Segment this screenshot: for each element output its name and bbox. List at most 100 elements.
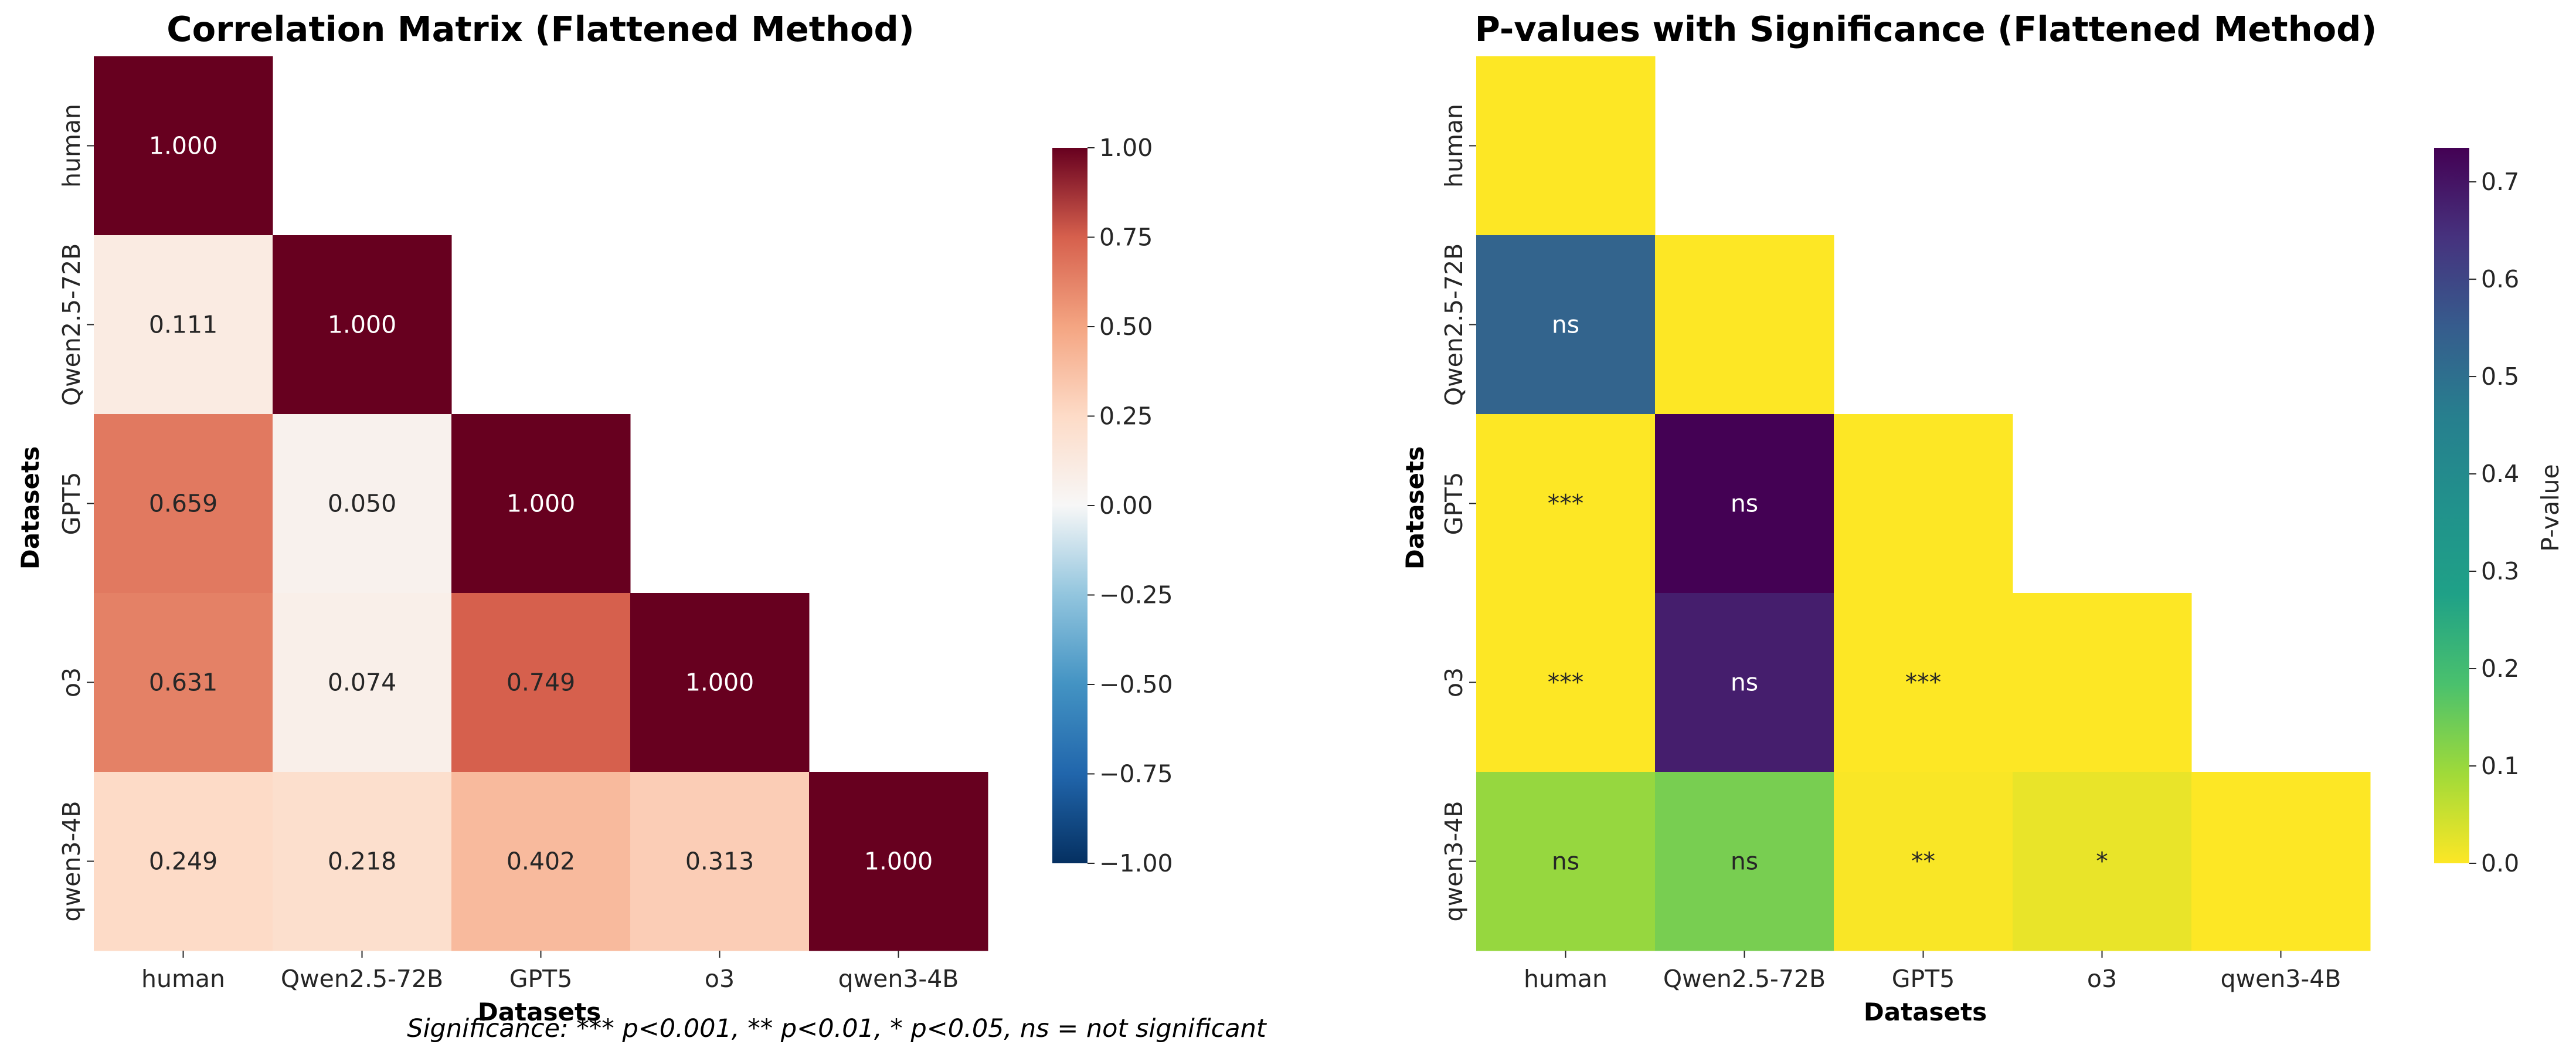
pvalue-cells: ns*** ns*** ns ***ns ns ** *: [1476, 56, 2371, 951]
heatmap-cell: [809, 772, 988, 951]
colorbar-tick-label: 0.6: [2481, 265, 2519, 293]
cell-value-label: 0.249: [149, 847, 218, 876]
cell-value-label: ***: [1548, 669, 1584, 697]
heatmap-cell: [1476, 235, 1656, 415]
cell-value-label: ns: [1552, 311, 1579, 339]
colorbar-tick-label: −0.75: [1099, 760, 1173, 788]
x-tick-label: Qwen2.5-72B: [281, 965, 443, 993]
y-tick-label: human: [57, 104, 86, 188]
cell-value-label: 0.074: [328, 669, 396, 697]
pvalue-x-ticks: human Qwen2.5-72B GPT5 o3 qwen3-4B: [1524, 951, 2341, 993]
colorbar-tick-label: 0.1: [2481, 752, 2519, 780]
colorbar-tick-label: −1.00: [1099, 849, 1173, 877]
heatmap-cell: [1655, 235, 1834, 415]
heatmap-cell: [1834, 414, 2013, 594]
correlation-y-ticks: human Qwen2.5-72B GPT5 o3 qwen3-4B: [57, 104, 94, 921]
colorbar-tick-label: 0.4: [2481, 460, 2519, 488]
x-tick-label: human: [1524, 965, 1608, 993]
heatmap-cell: [94, 593, 273, 772]
heatmap-cell: [94, 235, 273, 415]
colorbar-tick-label: 0.25: [1099, 402, 1153, 430]
pvalue-colorbar-ticks: 0.7 0.6 0.5 0.4 0.3 0.2 0.1 0.0: [2469, 168, 2519, 877]
x-tick-label: GPT5: [1892, 965, 1955, 993]
heatmap-cell: [2013, 772, 2192, 951]
heatmap-cell: [273, 593, 452, 772]
colorbar-tick-label: 0.75: [1099, 223, 1153, 252]
y-tick-label: GPT5: [1440, 472, 1468, 535]
cell-value-label: 1.000: [507, 490, 575, 518]
colorbar-tick-label: −0.50: [1099, 670, 1173, 698]
heatmap-cell: [273, 235, 452, 415]
correlation-y-label: Datasets: [16, 446, 45, 569]
heatmap-cell: [630, 593, 810, 772]
heatmap-cell: [451, 414, 631, 594]
heatmap-cell: [1834, 593, 2013, 772]
cell-value-label: **: [1911, 847, 1935, 876]
heatmap-cell: [273, 414, 452, 594]
heatmap-cell: [1655, 414, 1834, 594]
cell-value-label: ***: [1548, 490, 1584, 518]
correlation-x-label: Datasets: [478, 998, 601, 1026]
x-tick-label: o3: [705, 965, 735, 993]
heatmap-cell: [2013, 593, 2192, 772]
heatmap-cell: [1476, 56, 1656, 236]
heatmap-cell: [94, 414, 273, 594]
heatmap-cell: [451, 772, 631, 951]
pvalue-panel: P-values with Significance (Flattened Me…: [1401, 9, 2564, 1026]
colorbar-tick-label: 0.5: [2481, 362, 2519, 391]
correlation-colorbar-ticks: 1.00 0.75 0.50 0.25 0.00 −0.25 −0.50 −0.75 −1.00: [1088, 134, 1173, 877]
colorbar-tick-label: 0.50: [1099, 313, 1153, 341]
colorbar-tick-label: −0.25: [1099, 581, 1173, 609]
heatmap-cell: [1655, 772, 1834, 951]
cell-value-label: ns: [1731, 669, 1758, 697]
colorbar-tick-label: 0.0: [2481, 849, 2519, 877]
correlation-panel: Correlation Matrix (Flattened Method) 1.…: [16, 9, 1173, 1026]
colorbar-tick-label: 0.00: [1099, 491, 1153, 520]
colorbar-tick-label: 0.7: [2481, 168, 2519, 196]
heatmap-cell: [451, 593, 631, 772]
pvalue-title: P-values with Significance (Flattened Me…: [1475, 9, 2377, 49]
x-tick-label: GPT5: [509, 965, 573, 993]
colorbar-tick-label: 0.2: [2481, 655, 2519, 683]
y-tick-label: qwen3-4B: [1440, 801, 1468, 922]
heatmap-cell: [1476, 593, 1656, 772]
x-tick-label: Qwen2.5-72B: [1663, 965, 1826, 993]
cell-value-label: ns: [1731, 847, 1758, 876]
correlation-title: Correlation Matrix (Flattened Method): [166, 9, 914, 49]
x-tick-label: qwen3-4B: [2221, 965, 2341, 993]
cell-value-label: ns: [1731, 490, 1758, 518]
significance-footnote: Significance: *** p<0.001, ** p<0.01, * …: [407, 1014, 1267, 1043]
colorbar-tick-label: 1.00: [1099, 134, 1153, 162]
cell-value-label: ns: [1552, 847, 1579, 876]
cell-value-label: 1.000: [864, 847, 933, 876]
pvalue-colorbar: 0.7 0.6 0.5 0.4 0.3 0.2 0.1 0.0 P-value: [2434, 148, 2564, 877]
cell-value-label: 0.050: [328, 490, 396, 518]
heatmap-cell: [94, 56, 273, 236]
cell-value-label: ***: [1905, 669, 1942, 697]
cell-value-label: 0.111: [149, 311, 218, 339]
heatmap-cell: [1476, 772, 1656, 951]
heatmap-cell: [1476, 414, 1656, 594]
correlation-colorbar-gradient: [1052, 148, 1088, 863]
x-tick-label: qwen3-4B: [838, 965, 959, 993]
y-tick-label: qwen3-4B: [57, 801, 86, 922]
heatmap-cell: [1655, 593, 1834, 772]
heatmap-cell: [2191, 772, 2371, 951]
y-tick-label: human: [1440, 104, 1468, 188]
pvalue-colorbar-gradient: [2434, 148, 2469, 863]
pvalue-y-ticks: human Qwen2.5-72B GPT5 o3 qwen3-4B: [1440, 104, 1476, 921]
heatmap-cell: [1834, 772, 2013, 951]
y-tick-label: o3: [57, 667, 86, 697]
y-tick-label: GPT5: [57, 472, 86, 535]
cell-value-label: 0.631: [149, 669, 218, 697]
pvalue-colorbar-label: P-value: [2536, 464, 2564, 552]
cell-value-label: 0.313: [685, 847, 754, 876]
cell-value-label: 0.749: [507, 669, 575, 697]
cell-value-label: *: [2096, 847, 2108, 876]
correlation-colorbar: 1.00 0.75 0.50 0.25 0.00 −0.25 −0.50 −0.75 −1.00: [1052, 134, 1173, 877]
colorbar-tick-label: 0.3: [2481, 557, 2519, 585]
y-tick-label: Qwen2.5-72B: [57, 243, 86, 406]
y-tick-label: o3: [1440, 667, 1468, 697]
correlation-x-ticks: human Qwen2.5-72B GPT5 o3 qwen3-4B: [141, 951, 959, 993]
